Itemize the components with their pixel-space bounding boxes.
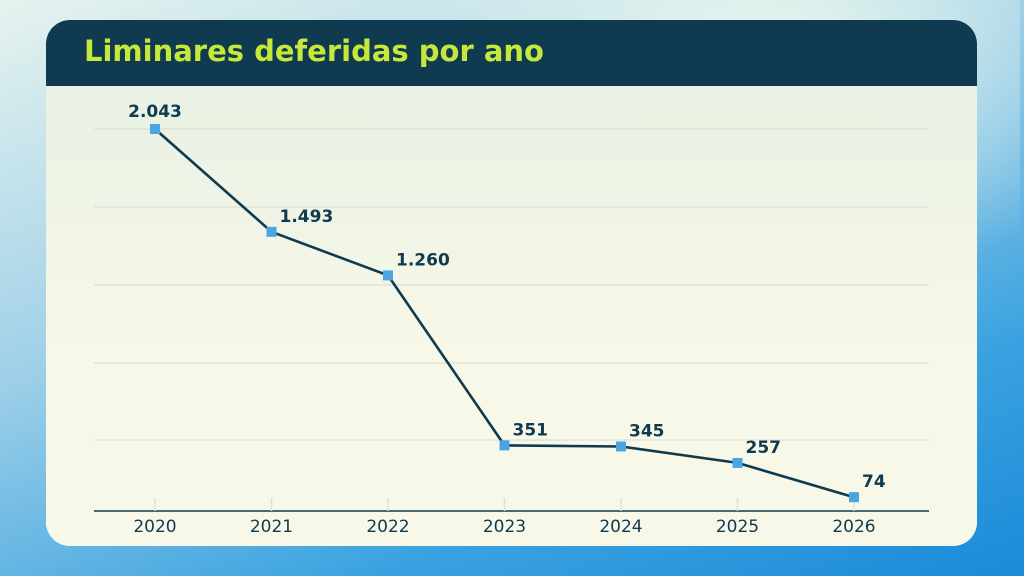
data-point — [499, 440, 510, 451]
data-label: 351 — [513, 420, 549, 440]
data-label: 74 — [862, 472, 886, 492]
plot-background — [46, 86, 977, 546]
data-label: 257 — [746, 438, 782, 458]
x-tick-label: 2021 — [250, 517, 293, 537]
data-label: 2.043 — [128, 102, 182, 122]
data-label: 1.260 — [396, 250, 450, 270]
x-tick-label: 2023 — [483, 517, 526, 537]
chart-title: Liminares deferidas por ano — [84, 34, 544, 68]
data-point — [383, 270, 393, 281]
x-tick-label: 2022 — [366, 517, 409, 537]
data-label: 1.493 — [280, 207, 334, 227]
data-point — [150, 124, 160, 134]
chart-header: Liminares deferidas por ano — [46, 20, 977, 86]
x-tick-label: 2020 — [133, 517, 176, 537]
gridlines — [94, 128, 929, 441]
data-labels: 2.043 1.493 1.260 351 345 257 74 — [128, 102, 886, 492]
data-point — [732, 457, 743, 468]
x-tick-label: 2024 — [599, 517, 642, 537]
data-point — [616, 441, 626, 452]
x-tick-label: 2026 — [832, 517, 875, 537]
x-tick-label: 2025 — [716, 517, 759, 537]
data-point — [266, 226, 277, 237]
chart-card: Liminares deferidas por ano — [46, 20, 977, 546]
data-point — [849, 492, 859, 503]
x-ticks: 2020 2021 2022 2023 2024 2025 2026 — [133, 498, 876, 537]
data-label: 345 — [629, 421, 665, 441]
data-markers — [150, 124, 859, 503]
